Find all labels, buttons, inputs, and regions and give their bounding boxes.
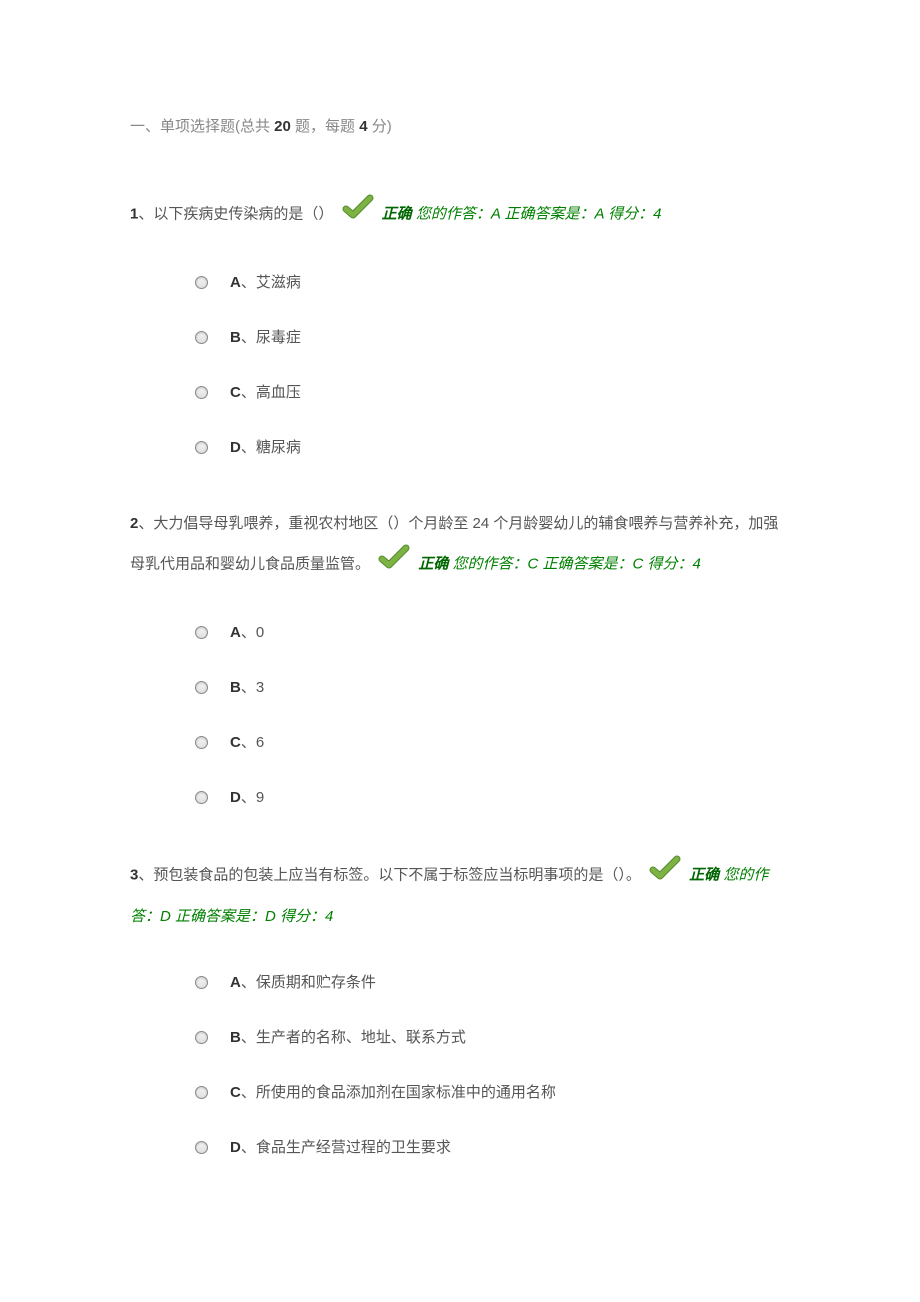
option-letter: C bbox=[230, 376, 241, 409]
radio-icon[interactable] bbox=[195, 791, 208, 804]
result-correct-label: 正确 bbox=[414, 555, 452, 572]
option-row[interactable]: C、所使用的食品添加剂在国家标准中的通用名称 bbox=[195, 1076, 790, 1109]
option-text: 、艾滋病 bbox=[241, 266, 301, 299]
option-text: 、3 bbox=[241, 671, 264, 704]
option-text: 、糖尿病 bbox=[241, 431, 301, 464]
radio-icon[interactable] bbox=[195, 331, 208, 344]
question-stem: 、预包装食品的包装上应当有标签。以下不属于标签应当标明事项的是（）。 bbox=[138, 866, 645, 883]
options-list: A、艾滋病B、尿毒症C、高血压D、糖尿病 bbox=[130, 266, 790, 464]
option-row[interactable]: D、糖尿病 bbox=[195, 431, 790, 464]
radio-icon[interactable] bbox=[195, 1031, 208, 1044]
option-text: 、保质期和贮存条件 bbox=[241, 966, 376, 999]
section-total: 20 bbox=[274, 118, 291, 135]
section-suffix: 分) bbox=[368, 118, 392, 135]
radio-icon[interactable] bbox=[195, 276, 208, 289]
option-letter: C bbox=[230, 726, 241, 759]
option-row[interactable]: C、6 bbox=[195, 726, 790, 759]
radio-icon[interactable] bbox=[195, 681, 208, 694]
option-letter: B bbox=[230, 671, 241, 704]
section-middle: 题，每题 bbox=[291, 118, 359, 135]
radio-icon[interactable] bbox=[195, 1141, 208, 1154]
section-prefix: 一、单项选择题(总共 bbox=[130, 118, 274, 135]
radio-icon[interactable] bbox=[195, 386, 208, 399]
section-header: 一、单项选择题(总共 20 题，每题 4 分) bbox=[130, 110, 790, 143]
option-text: 、尿毒症 bbox=[241, 321, 301, 354]
options-list: A、0B、3C、6D、9 bbox=[130, 616, 790, 814]
option-text: 、所使用的食品添加剂在国家标准中的通用名称 bbox=[241, 1076, 556, 1109]
checkmark-icon bbox=[378, 543, 410, 586]
checkmark-icon bbox=[649, 854, 681, 897]
section-points: 4 bbox=[359, 118, 367, 135]
option-row[interactable]: B、尿毒症 bbox=[195, 321, 790, 354]
result-answer-info: 您的作答：A 正确答案是：A 得分：4 bbox=[416, 205, 662, 222]
result-correct-label: 正确 bbox=[378, 205, 416, 222]
question-stem: 、以下疾病史传染病的是（） bbox=[138, 205, 337, 222]
question-block: 2、大力倡导母乳喂养，重视农村地区（）个月龄至 24 个月龄婴幼儿的辅食喂养与营… bbox=[130, 504, 790, 814]
option-row[interactable]: A、0 bbox=[195, 616, 790, 649]
option-row[interactable]: D、9 bbox=[195, 781, 790, 814]
radio-icon[interactable] bbox=[195, 626, 208, 639]
question-text: 2、大力倡导母乳喂养，重视农村地区（）个月龄至 24 个月龄婴幼儿的辅食喂养与营… bbox=[130, 504, 790, 586]
options-list: A、保质期和贮存条件B、生产者的名称、地址、联系方式C、所使用的食品添加剂在国家… bbox=[130, 966, 790, 1164]
radio-icon[interactable] bbox=[195, 441, 208, 454]
option-letter: D bbox=[230, 431, 241, 464]
question-text: 1、以下疾病史传染病的是（） 正确 您的作答：A 正确答案是：A 得分：4 bbox=[130, 193, 790, 236]
result-answer-info: 您的作答：C 正确答案是：C 得分：4 bbox=[453, 555, 701, 572]
option-row[interactable]: D、食品生产经营过程的卫生要求 bbox=[195, 1131, 790, 1164]
radio-icon[interactable] bbox=[195, 976, 208, 989]
radio-icon[interactable] bbox=[195, 1086, 208, 1099]
option-letter: C bbox=[230, 1076, 241, 1109]
option-row[interactable]: C、高血压 bbox=[195, 376, 790, 409]
option-text: 、6 bbox=[241, 726, 264, 759]
option-letter: B bbox=[230, 321, 241, 354]
radio-icon[interactable] bbox=[195, 736, 208, 749]
option-text: 、生产者的名称、地址、联系方式 bbox=[241, 1021, 466, 1054]
option-letter: B bbox=[230, 1021, 241, 1054]
option-text: 、食品生产经营过程的卫生要求 bbox=[241, 1131, 451, 1164]
question-block: 1、以下疾病史传染病的是（） 正确 您的作答：A 正确答案是：A 得分：4 A、艾… bbox=[130, 193, 790, 464]
question-block: 3、预包装食品的包装上应当有标签。以下不属于标签应当标明事项的是（）。 正确 您… bbox=[130, 854, 790, 1164]
question-text: 3、预包装食品的包装上应当有标签。以下不属于标签应当标明事项的是（）。 正确 您… bbox=[130, 854, 790, 936]
option-text: 、高血压 bbox=[241, 376, 301, 409]
questions-container: 1、以下疾病史传染病的是（） 正确 您的作答：A 正确答案是：A 得分：4A、艾… bbox=[130, 193, 790, 1164]
option-text: 、0 bbox=[241, 616, 264, 649]
option-row[interactable]: A、保质期和贮存条件 bbox=[195, 966, 790, 999]
result-correct-label: 正确 bbox=[685, 866, 723, 883]
option-letter: A bbox=[230, 266, 241, 299]
option-row[interactable]: B、生产者的名称、地址、联系方式 bbox=[195, 1021, 790, 1054]
option-text: 、9 bbox=[241, 781, 264, 814]
checkmark-icon bbox=[342, 193, 374, 236]
option-letter: A bbox=[230, 966, 241, 999]
option-letter: D bbox=[230, 781, 241, 814]
option-letter: D bbox=[230, 1131, 241, 1164]
option-letter: A bbox=[230, 616, 241, 649]
option-row[interactable]: B、3 bbox=[195, 671, 790, 704]
option-row[interactable]: A、艾滋病 bbox=[195, 266, 790, 299]
